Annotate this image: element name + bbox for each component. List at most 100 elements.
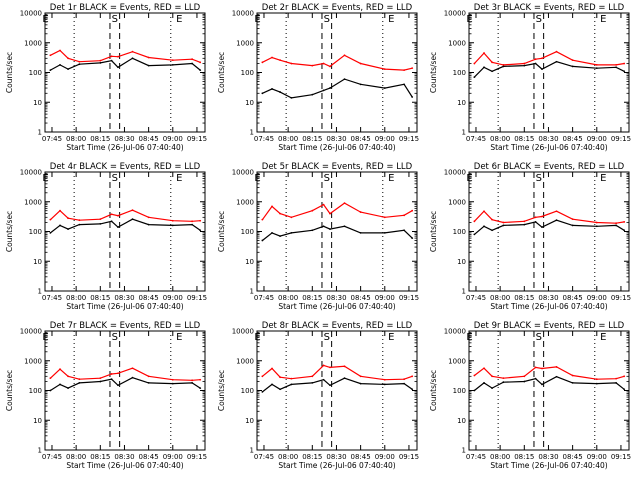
- data-point-events: [171, 64, 174, 66]
- data-point-events: [571, 382, 574, 384]
- y-tick-label: 10000: [20, 10, 42, 18]
- data-point-events: [59, 224, 61, 227]
- data-point-lld: [615, 222, 618, 225]
- data-point-lld: [411, 209, 414, 212]
- data-point-lld: [473, 374, 476, 377]
- data-point-events: [403, 229, 406, 232]
- x-tick-label: 09:00: [163, 135, 183, 143]
- data-point-events: [191, 223, 194, 226]
- panel-det-8: Det 8r BLACK = Events, RED = LLD 1 10 100 10…: [217, 321, 419, 470]
- data-point-events: [78, 63, 81, 66]
- data-point-lld: [329, 212, 331, 215]
- x-tick-label: 09:15: [611, 453, 631, 461]
- x-tick-label: 08:15: [302, 135, 322, 143]
- data-point-lld: [615, 64, 618, 66]
- data-point-events: [117, 226, 119, 229]
- x-axis-label: Start Time (26-Jul-06 07:40:40): [278, 143, 395, 152]
- data-point-lld: [343, 54, 346, 57]
- data-point-lld: [403, 69, 406, 72]
- x-tick-label: 09:15: [399, 135, 419, 143]
- series-line-events: [473, 61, 625, 78]
- marker-label: S: [324, 173, 330, 184]
- x-tick-label: 09:15: [399, 294, 419, 302]
- y-tick-label: 100: [453, 69, 466, 77]
- data-point-lld: [191, 58, 194, 61]
- data-point-lld: [78, 378, 81, 381]
- data-point-events: [131, 57, 134, 60]
- y-axis-label: Counts/sec: [429, 211, 438, 252]
- data-point-events: [279, 388, 281, 391]
- data-point-events: [99, 223, 102, 225]
- data-point-events: [541, 68, 543, 71]
- data-point-events: [191, 382, 194, 384]
- data-point-lld: [311, 375, 314, 378]
- series-line-lld: [49, 209, 201, 222]
- data-point-events: [271, 88, 273, 90]
- marker-label: E: [466, 332, 472, 343]
- panel-title: Det 5r BLACK = Events, RED = LLD: [262, 162, 413, 172]
- x-tick-label: 08:30: [114, 135, 134, 143]
- x-tick-label: 07:45: [466, 135, 486, 143]
- data-point-events: [411, 388, 414, 391]
- data-point-events: [171, 224, 174, 227]
- data-point-events: [502, 224, 505, 227]
- data-point-events: [329, 384, 331, 387]
- data-point-events: [99, 62, 102, 64]
- data-point-lld: [359, 211, 362, 213]
- data-point-events: [290, 231, 293, 234]
- panel-det-2: Det 2r BLACK = Events, RED = LLD 1 10 100 10…: [217, 3, 419, 152]
- x-tick-label: 08:45: [351, 135, 371, 143]
- x-tick-label: 08:00: [490, 135, 510, 143]
- x-tick-label: 08:30: [326, 453, 346, 461]
- marker-label: E: [600, 332, 606, 343]
- data-point-events: [343, 377, 346, 380]
- data-point-events: [555, 375, 558, 378]
- y-tick-label: 10: [457, 417, 466, 425]
- x-tick-label: 08:15: [514, 135, 534, 143]
- y-tick-label: 100: [241, 228, 254, 236]
- data-point-events: [343, 78, 346, 80]
- marker-label: S: [536, 332, 542, 343]
- x-tick-label: 09:00: [375, 294, 395, 302]
- data-point-events: [290, 383, 293, 386]
- data-point-events: [541, 383, 543, 386]
- data-point-lld: [491, 61, 493, 64]
- y-tick-label: 100: [241, 69, 254, 77]
- data-point-events: [78, 223, 81, 226]
- y-axis-label: Counts/sec: [217, 211, 226, 252]
- data-point-lld: [383, 378, 386, 381]
- data-point-events: [473, 389, 476, 392]
- data-point-events: [279, 235, 281, 238]
- data-point-events: [359, 382, 362, 385]
- y-tick-label: 1: [250, 129, 254, 137]
- data-point-lld: [555, 210, 558, 213]
- panel-title: Det 7r BLACK = Events, RED = LLD: [50, 321, 201, 331]
- data-point-lld: [49, 54, 52, 57]
- x-tick-label: 09:00: [375, 135, 395, 143]
- data-point-events: [311, 229, 314, 232]
- data-point-lld: [78, 219, 81, 222]
- marker-label: S: [112, 332, 118, 343]
- data-point-lld: [541, 215, 543, 218]
- x-tick-label: 07:45: [254, 294, 274, 302]
- series-line-lld: [473, 51, 625, 66]
- y-tick-label: 1000: [448, 198, 466, 206]
- data-point-events: [483, 66, 485, 69]
- data-point-events: [343, 225, 346, 228]
- data-point-events: [110, 59, 113, 62]
- data-point-events: [78, 382, 81, 384]
- data-point-lld: [595, 64, 598, 66]
- data-point-events: [67, 387, 69, 390]
- data-point-lld: [483, 210, 485, 213]
- series-line-lld: [261, 202, 413, 221]
- data-point-events: [359, 231, 362, 234]
- x-tick-label: 09:15: [611, 135, 631, 143]
- data-point-events: [322, 225, 325, 228]
- marker-label: S: [324, 14, 330, 25]
- data-point-lld: [147, 216, 150, 219]
- y-axis-label: Counts/sec: [429, 52, 438, 93]
- y-tick-label: 10: [33, 258, 42, 266]
- data-point-lld: [322, 62, 325, 65]
- data-point-lld: [67, 375, 69, 378]
- data-point-lld: [117, 55, 119, 58]
